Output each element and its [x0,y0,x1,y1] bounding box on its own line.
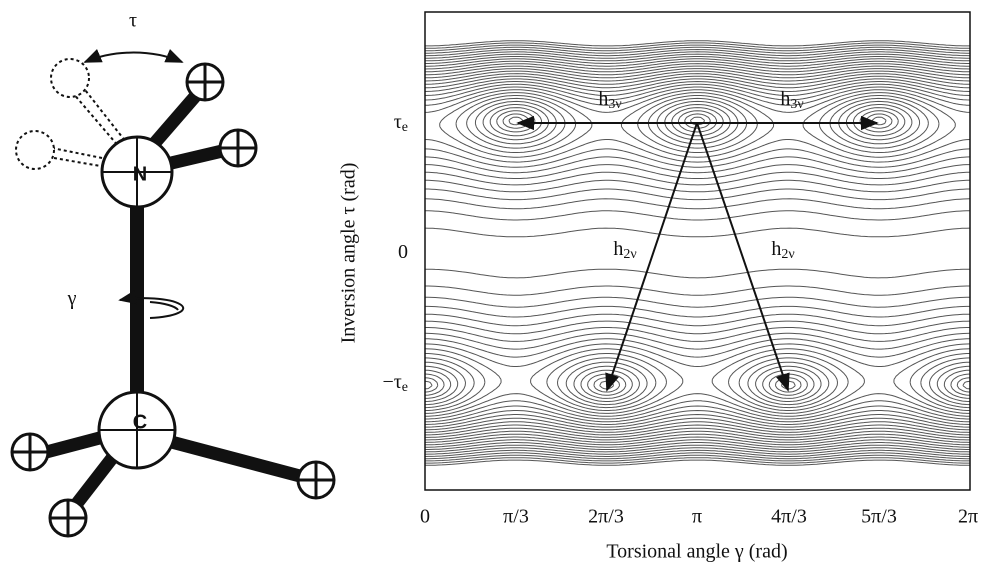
arrow-label: h3ν [780,88,803,113]
arrow-label-base: h [613,238,623,260]
contour-line [425,44,970,462]
dashed-hydrogens [15,58,127,170]
contours [424,40,971,466]
contour-line [424,75,971,431]
contour-line [424,65,971,441]
arrow-label-sub: 3ν [608,97,621,112]
contour-line [424,81,971,425]
contour-line [424,89,971,417]
arrow-label-sub: 3ν [790,97,803,112]
y-tick-label: τe [394,111,408,136]
x-tick-label: 4π/3 [771,506,807,528]
contour-line [424,92,971,414]
contour-line [425,58,970,448]
y-tick-label-base: 0 [398,241,408,263]
arrow-label-sub: 2ν [623,247,636,262]
contour-line [425,68,970,438]
contour-line [425,40,970,466]
contour-line [424,104,971,402]
contour-line [424,73,971,433]
contour-line [425,46,970,460]
y-tick-label-sub: e [402,380,408,395]
arrow-label-base: h [598,88,608,110]
gamma-arrow [118,290,185,319]
arrow-label: h2ν [613,238,636,263]
x-tick-label: 5π/3 [861,506,897,528]
arrow-label: h3ν [598,88,621,113]
c-label: C [133,411,147,433]
x-tick-label: 0 [420,506,430,528]
contour-line [425,42,970,464]
molecule [10,49,336,538]
y-tick-label-base: −τ [382,371,401,393]
contour-line [424,78,971,428]
contour-line [424,70,971,436]
x-tick-label: 2π [958,506,978,528]
contour-line [425,95,970,411]
y-axis-label: Inversion angle τ (rad) [338,163,360,344]
x-axis-label: Torsional angle γ (rad) [606,541,787,563]
y-tick-label: 0 [398,241,408,263]
contour-line [424,86,971,420]
contour-line [424,100,971,406]
contour-line [424,97,971,409]
arrow-label-base: h [780,88,790,110]
contour-line [424,60,971,446]
hydrogens [10,62,336,538]
gamma-label: γ [67,288,77,310]
contour-line [424,63,971,443]
contour-line [424,83,971,423]
y-tick-label: −τe [382,371,408,396]
contour-line [424,107,971,399]
arrow-label-sub: 2ν [781,247,794,262]
contour-line [424,53,971,453]
contour-line [425,56,970,450]
contour-line [424,110,971,396]
tau-arrow [83,49,184,63]
y-tick-label-sub: e [402,120,408,135]
y-tick-label-base: τ [394,111,402,133]
contour-line [424,51,971,455]
contour-line [424,113,971,393]
contour-line [424,49,971,457]
x-tick-label: 2π/3 [588,506,624,528]
n-label: N [133,163,147,185]
arrows [516,115,879,392]
x-tick-label: π/3 [503,506,529,528]
plot-frame [424,11,971,491]
arrow-label: h2ν [771,238,794,263]
arrow-label-base: h [771,238,781,260]
tau-label: τ [129,10,137,32]
x-tick-label: π [692,506,702,528]
